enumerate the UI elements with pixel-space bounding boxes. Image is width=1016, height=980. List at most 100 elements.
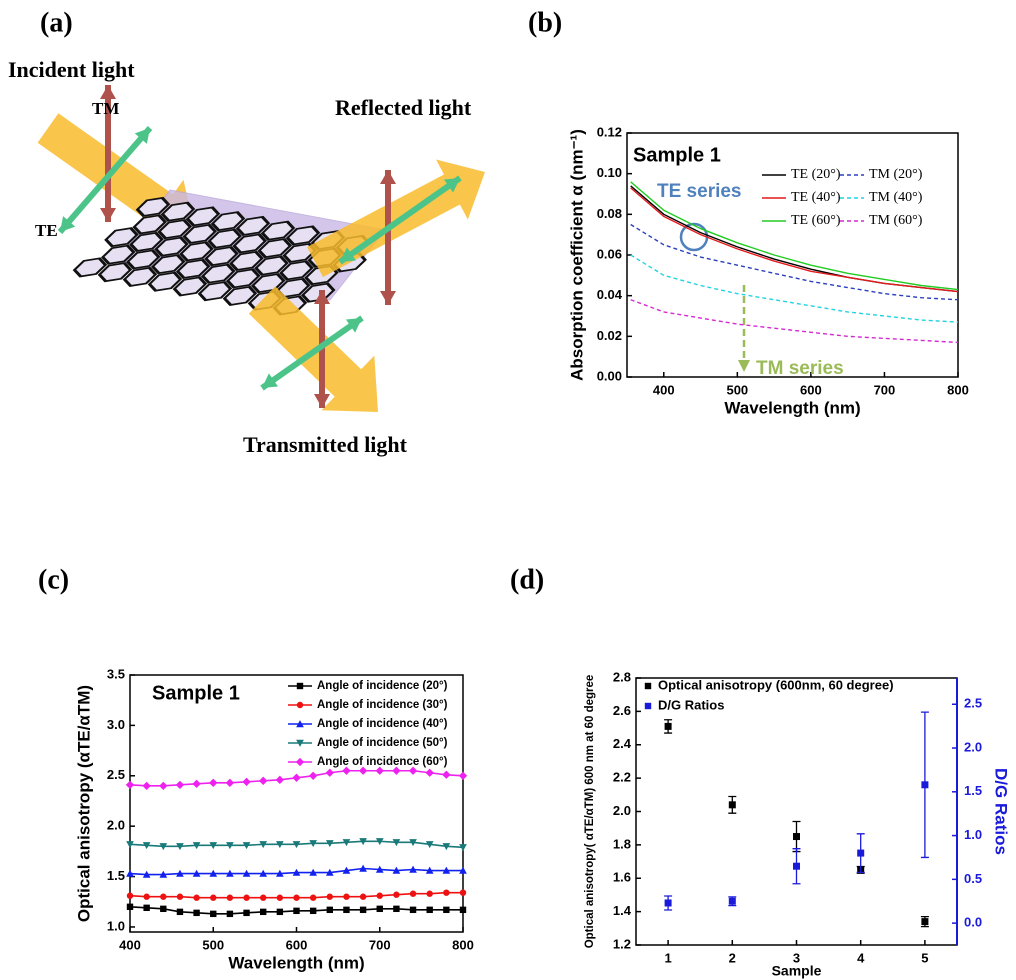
marker <box>176 781 184 789</box>
marker <box>327 894 333 900</box>
legend-label: TE (40°) <box>791 190 841 205</box>
legend-marker <box>296 758 304 766</box>
marker <box>377 893 383 899</box>
diagram <box>38 85 485 412</box>
x-tick-label: 800 <box>947 382 969 397</box>
y2-tick-label: 0.5 <box>964 871 982 886</box>
marker <box>665 723 672 730</box>
y-tick-label: 1.4 <box>613 903 632 918</box>
marker <box>210 895 216 901</box>
y-tick-label: 2.8 <box>613 669 631 684</box>
marker <box>293 908 299 914</box>
x-axis-label: Wavelength (nm) <box>724 398 860 417</box>
marker <box>360 907 366 913</box>
chart: 4005006007008001.01.52.02.53.03.5Wavelen… <box>74 666 473 972</box>
marker <box>310 908 316 914</box>
polarization-arrowhead <box>380 170 396 184</box>
trend-arrowhead <box>738 360 750 372</box>
marker <box>793 833 800 840</box>
y-tick-label: 3.5 <box>107 666 125 681</box>
polarization-arrowhead <box>100 85 116 99</box>
y-tick-label: 0.02 <box>597 328 622 343</box>
panel-label: (a) <box>40 7 73 38</box>
diagram-label: TE <box>35 221 58 240</box>
series-line <box>631 300 958 343</box>
legend-label: TM (20°) <box>869 167 923 182</box>
marker <box>227 895 233 901</box>
marker <box>209 779 217 787</box>
marker <box>442 771 450 779</box>
marker <box>243 895 249 901</box>
y-tick-label: 0.12 <box>597 124 622 139</box>
marker <box>192 780 200 788</box>
annotation: TE series <box>657 181 742 202</box>
panel-label: (c) <box>38 564 69 595</box>
marker <box>127 893 133 899</box>
marker <box>921 781 928 788</box>
y-tick-label: 0.04 <box>597 287 623 302</box>
y2-tick-label: 2.5 <box>964 696 982 711</box>
y-tick-label: 2.0 <box>613 803 631 818</box>
marker <box>343 894 349 900</box>
marker <box>210 911 216 917</box>
series-line <box>631 225 958 300</box>
legend-label: TM (60°) <box>869 213 923 228</box>
marker <box>193 910 199 916</box>
y2-tick-label: 2.0 <box>964 739 982 754</box>
y-tick-label: 2.0 <box>107 818 125 833</box>
marker <box>242 778 250 786</box>
marker <box>326 769 334 777</box>
marker <box>177 894 183 900</box>
diagram-label: TM <box>92 99 119 118</box>
marker <box>460 889 466 895</box>
diagram-label: Transmitted light <box>243 432 408 457</box>
marker <box>343 907 349 913</box>
panel-label: (b) <box>528 7 562 38</box>
marker <box>260 895 266 901</box>
marker <box>260 909 266 915</box>
marker <box>143 894 149 900</box>
annotation: Sample 1 <box>152 682 240 704</box>
marker <box>226 779 234 787</box>
legend-label: TE (60°) <box>791 213 841 228</box>
marker <box>143 905 149 911</box>
y-axis-label: Optical anisotropy( αTE/αTM) 600 nm at 6… <box>584 675 596 949</box>
marker <box>460 907 466 913</box>
x-tick-label: 700 <box>369 937 391 952</box>
y-tick-label: 2.5 <box>107 767 125 782</box>
x-tick-label: 800 <box>452 937 474 952</box>
marker <box>193 895 199 901</box>
marker <box>177 909 183 915</box>
y-tick-label: 1.0 <box>107 918 125 933</box>
legend-label: D/G Ratios <box>658 697 724 712</box>
legend-label: TE (20°) <box>791 167 841 182</box>
y2-tick-label: 0.0 <box>964 915 982 930</box>
marker <box>292 774 300 782</box>
x-tick-label: 500 <box>202 937 224 952</box>
y-tick-label: 0.08 <box>597 206 622 221</box>
marker <box>410 891 416 897</box>
polarization-arrowhead <box>100 208 116 222</box>
marker <box>277 895 283 901</box>
marker <box>377 906 383 912</box>
marker <box>793 863 800 870</box>
marker <box>160 906 166 912</box>
marker <box>310 895 316 901</box>
y-axis-label: Absorption coefficient α (nm⁻¹) <box>567 129 586 381</box>
marker <box>243 910 249 916</box>
legend-label: Angle of incidence (30°) <box>317 699 448 711</box>
y-tick-label: 2.4 <box>613 736 632 751</box>
marker <box>309 772 317 780</box>
x-tick-label: 600 <box>800 382 822 397</box>
legend-label: Angle of incidence (50°) <box>317 737 448 749</box>
marker <box>393 892 399 898</box>
annotation: TM series <box>756 358 844 379</box>
y-tick-label: 3.0 <box>107 717 125 732</box>
x-tick-label: 2 <box>729 950 736 965</box>
marker <box>729 801 736 808</box>
marker <box>410 907 416 913</box>
marker <box>427 907 433 913</box>
marker <box>277 909 283 915</box>
marker <box>729 898 736 905</box>
legend-label: Angle of incidence (40°) <box>317 718 448 730</box>
